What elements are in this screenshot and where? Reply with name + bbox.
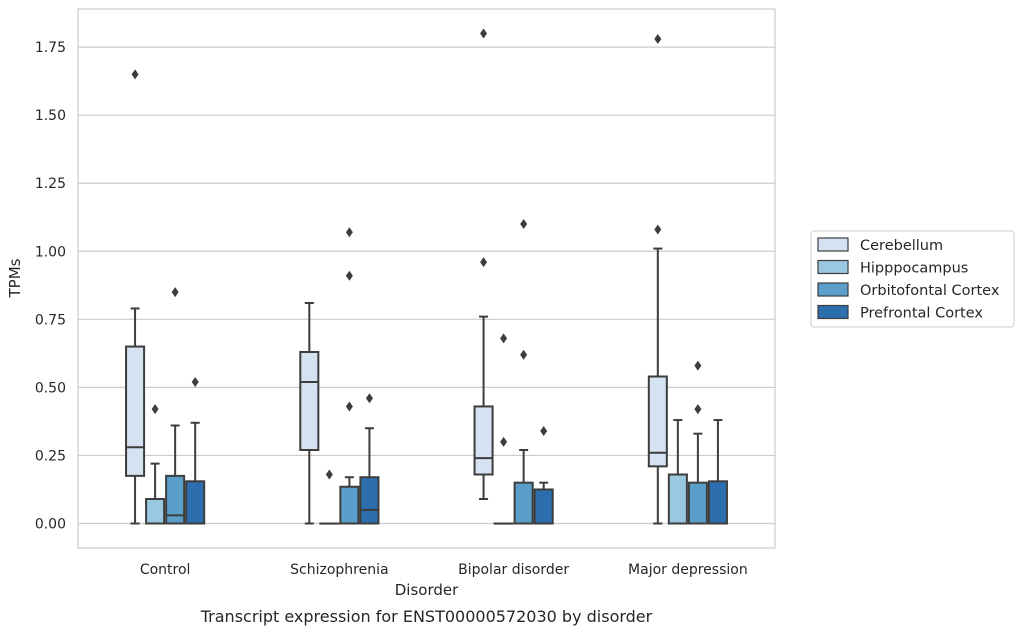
box-body [689,483,707,524]
box-hipppocampus [320,470,338,524]
box-body [186,481,204,523]
box-prefrontal-cortex [709,420,727,523]
outlier-point [540,426,547,436]
box-prefrontal-cortex [535,426,553,524]
box-orbitofontal-cortex [166,287,184,523]
legend: Cerebellum Hipppocampus Orbitofontal Corte… [811,231,1014,327]
legend-swatch [818,261,848,274]
box-orbitofontal-cortex [340,227,358,523]
box-prefrontal-cortex [360,393,378,523]
legend-swatch [818,306,848,319]
outlier-point [326,470,333,480]
box-body [475,406,493,474]
outlier-point [346,227,353,237]
plot-frame [78,9,775,548]
y-tick-label: 1.50 [35,108,66,124]
y-tick-label: 0.75 [35,312,66,328]
outlier-point [346,401,353,411]
y-tick-label: 0.00 [35,517,66,533]
x-tick-labels: Control Schizophrenia Bipolar disorder Majo… [140,562,748,578]
outlier-point [694,361,701,371]
outlier-point [132,69,139,79]
outlier-point [500,437,507,447]
box-body [669,475,687,524]
box-hipppocampus [669,420,687,523]
box-prefrontal-cortex [186,377,204,524]
x-axis-label: Disorder [395,581,459,599]
box-cerebellum [300,303,318,524]
outlier-point [520,219,527,229]
y-tick-label: 1.00 [35,244,66,260]
x-tick-label: Bipolar disorder [458,562,569,578]
y-tick-label: 1.75 [35,40,66,56]
outlier-point [152,404,159,414]
outlier-point [366,393,373,403]
outlier-point [500,333,507,343]
y-axis-label: TPMs [6,258,24,298]
outlier-point [654,225,661,235]
box-body [360,477,378,523]
box-body [515,483,533,524]
box-body [166,476,184,524]
chart-title: Transcript expression for ENST0000057203… [200,607,653,626]
outlier-point [480,29,487,39]
box-body [709,481,727,523]
y-tick-label: 0.50 [35,380,66,396]
y-tick-label: 0.25 [35,448,66,464]
legend-label: Prefrontal Cortex [860,306,983,322]
legend-swatch [818,238,848,251]
outlier-point [694,404,701,414]
y-tick-labels: 0.00 0.25 0.50 0.75 1.00 1.25 1.50 1.75 [35,40,66,532]
x-tick-label: Control [140,562,191,578]
outlier-point [654,34,661,44]
outlier-point [346,271,353,281]
x-tick-label: Major depression [628,562,748,578]
box-cerebellum [126,69,144,523]
gridlines [78,47,775,523]
box-body [535,489,553,523]
outlier-point [172,287,179,297]
box-hipppocampus [146,404,164,523]
box-body [146,499,164,524]
box-orbitofontal-cortex [689,361,707,524]
box-hipppocampus [495,333,513,523]
box-body [126,347,144,476]
box-cerebellum [649,34,667,524]
x-tick-label: Schizophrenia [290,562,388,578]
outlier-point [520,350,527,360]
box-body [340,487,358,524]
legend-label: Cerebellum [860,238,943,254]
legend-swatch [818,283,848,296]
box-orbitofontal-cortex [515,219,533,523]
box-body [300,352,318,450]
y-tick-label: 1.25 [35,176,66,192]
box-cerebellum [475,29,493,500]
box-series [126,29,727,524]
legend-label: Orbitofontal Cortex [860,283,1000,299]
outlier-point [480,257,487,267]
legend-label: Hipppocampus [860,261,968,277]
outlier-point [192,377,199,387]
